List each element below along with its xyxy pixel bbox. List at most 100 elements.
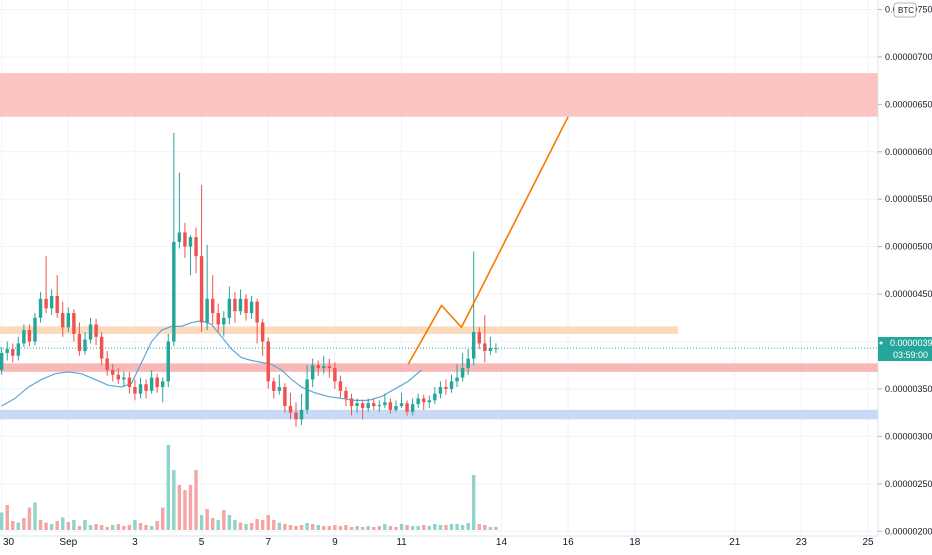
volume-bar [438, 525, 443, 530]
candle-body [377, 405, 382, 407]
volume-bar [405, 525, 409, 530]
time-tick-label: 30 [3, 537, 15, 548]
candles [0, 132, 498, 427]
candle-body [227, 298, 232, 318]
candle-body [471, 332, 476, 359]
volume-bar [210, 518, 215, 530]
time-tick-label: 23 [796, 537, 808, 548]
volume-bar [360, 527, 365, 530]
candle-body [460, 368, 465, 378]
time-tick-label: 21 [729, 537, 741, 548]
zone-orange [0, 326, 679, 334]
zone-red [0, 363, 878, 372]
volume-bar [99, 525, 104, 530]
price-tick-label: 0.00000650 [885, 99, 932, 109]
candle-body [416, 398, 420, 405]
volume-bar [16, 522, 21, 530]
zone-blue [0, 409, 878, 420]
price-tick-label: 0.00000450 [885, 289, 932, 299]
volume-bar [33, 502, 37, 530]
time-tick-label: 3 [132, 537, 138, 548]
volume-bar [233, 520, 237, 530]
candle-body [155, 377, 159, 388]
volume-bar [44, 522, 48, 530]
candle-body [483, 343, 487, 352]
volume-bar [183, 490, 187, 530]
time-tick-label: Sep [59, 537, 77, 548]
candle-body [199, 256, 204, 323]
candle-body [88, 324, 93, 340]
last-price-badge [878, 337, 932, 349]
currency-badge[interactable]: BTC [893, 2, 917, 18]
candle-body [366, 403, 370, 408]
candle-body [277, 387, 282, 391]
volume-bar [455, 524, 459, 530]
projection-path[interactable] [407, 116, 569, 365]
volume-bar [22, 518, 26, 530]
volume-bar [377, 526, 382, 530]
candle-body [144, 384, 148, 391]
candle-body [388, 402, 393, 410]
volume-bar [72, 520, 76, 530]
time-tick-label: 9 [332, 537, 338, 548]
candle-body [410, 404, 415, 412]
countdown-badge [878, 349, 932, 361]
candle-body [188, 237, 193, 247]
volume-bar [0, 512, 4, 530]
volume-bar [55, 521, 59, 530]
volume-bar [194, 470, 198, 530]
time-tick-label: 25 [862, 537, 874, 548]
candle-body [11, 349, 15, 356]
candle-body [105, 358, 109, 370]
price-tick-label: 0.00000200 [885, 526, 932, 536]
candle-body [283, 387, 287, 407]
candle-body [294, 412, 298, 420]
candle-body [344, 390, 348, 399]
volume-bar [399, 524, 404, 530]
time-tick-label: 18 [629, 537, 641, 548]
candle-body [99, 336, 104, 359]
volume-bar [272, 520, 276, 530]
candle-body [172, 241, 176, 342]
currency-badge-box[interactable] [893, 2, 917, 18]
volume-bar [166, 445, 170, 530]
candle-body [194, 237, 198, 257]
volume-bar [471, 475, 476, 530]
candle-body [438, 387, 443, 394]
volume-bar [444, 525, 448, 530]
price-zones [0, 73, 878, 420]
volume-bar [83, 520, 87, 530]
price-badges: 0.00000393 03:59:00 [878, 337, 932, 361]
candle-body [338, 381, 343, 391]
candle-body [310, 365, 315, 380]
volume-bar [277, 522, 282, 530]
volume-bar [355, 526, 359, 530]
candle-body [160, 381, 165, 388]
volume-bar [394, 527, 398, 530]
candle-body [272, 381, 276, 391]
candle-body [233, 298, 237, 312]
volume-bar [294, 526, 298, 530]
candle-body [355, 403, 359, 407]
candle-body [333, 368, 337, 382]
candle-body [455, 377, 459, 382]
volume-bar [88, 525, 93, 530]
candle-body [422, 398, 426, 403]
candle-body [94, 324, 98, 337]
volume-bar [299, 525, 304, 530]
candle-body [399, 403, 404, 407]
volume-bar [49, 524, 54, 530]
moving-average-polyline [1, 320, 422, 407]
time-axis[interactable]: 30 Sep 3 5 7 9 11 14 16 18 21 23 25 [3, 537, 874, 548]
volume-bar [466, 523, 470, 530]
volume-bars [0, 445, 498, 530]
candle-body [205, 298, 209, 323]
volume-bar [316, 525, 320, 530]
candle-body [360, 403, 365, 408]
candle-body [299, 409, 304, 420]
candle-body [16, 343, 21, 356]
volume-bar [366, 526, 370, 530]
volume-bar [349, 527, 354, 530]
volume-bar [144, 525, 148, 530]
